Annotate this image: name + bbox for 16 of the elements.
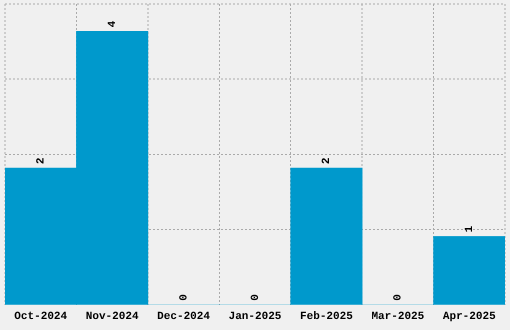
bar xyxy=(290,168,362,305)
x-tick-label: Jan-2025 xyxy=(228,311,282,324)
x-tick-label: Nov-2024 xyxy=(86,311,139,324)
data-label: 2 xyxy=(35,157,48,164)
bar xyxy=(433,236,505,305)
data-label: 0 xyxy=(250,294,262,301)
data-label: 1 xyxy=(464,225,476,232)
x-tick-label: Oct-2024 xyxy=(14,311,68,324)
x-tick-label: Mar-2025 xyxy=(371,311,425,324)
x-tick-label: Apr-2025 xyxy=(442,311,496,324)
data-label: 0 xyxy=(392,294,405,301)
x-tick-label: Dec-2024 xyxy=(157,311,210,324)
data-label: 2 xyxy=(321,157,334,164)
data-label: 0 xyxy=(178,294,190,301)
x-tick-label: Feb-2025 xyxy=(300,311,354,324)
data-label: 4 xyxy=(106,20,119,28)
